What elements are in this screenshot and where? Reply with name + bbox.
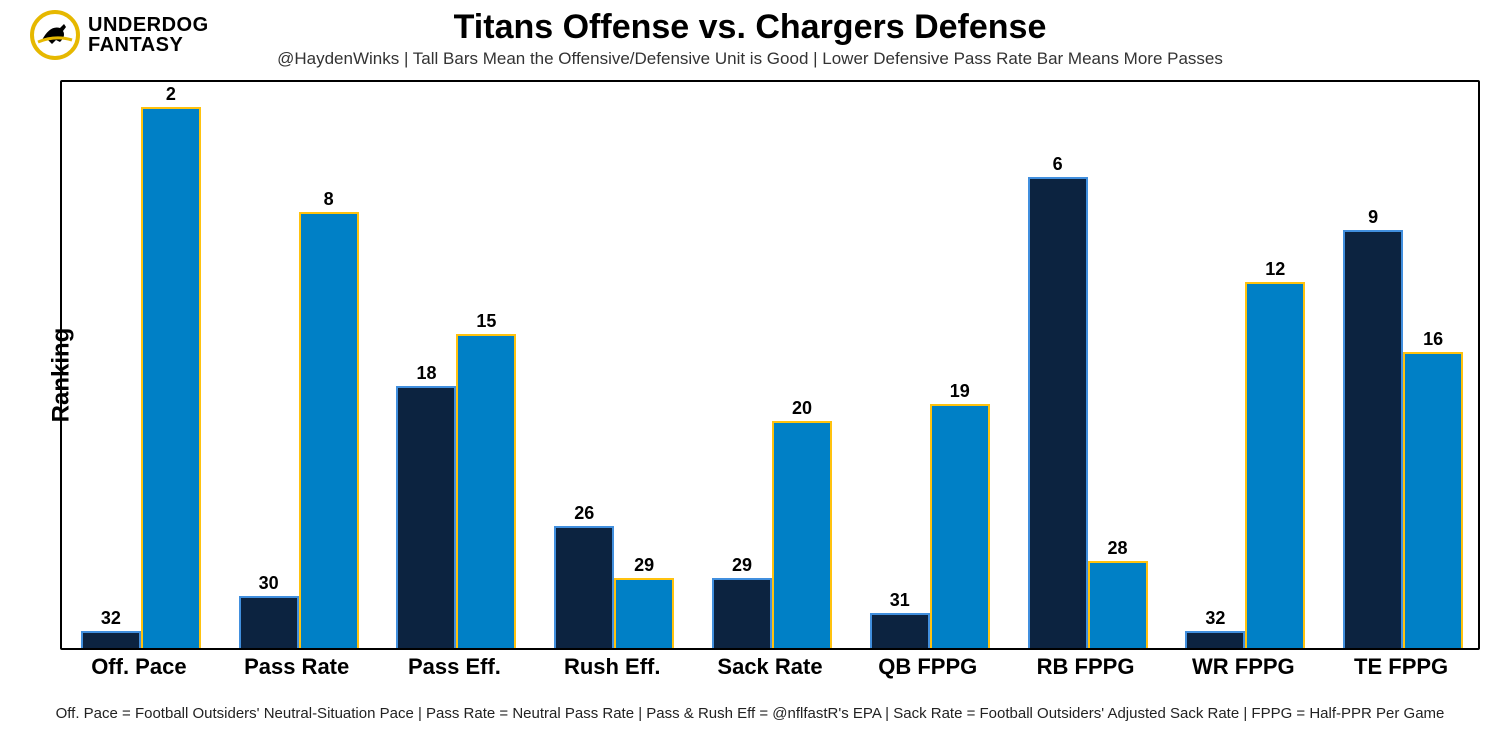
bar-value-label: 19: [930, 381, 990, 402]
chart-title: Titans Offense vs. Chargers Defense: [0, 0, 1500, 47]
bar: [614, 578, 674, 648]
bar-value-label: 9: [1343, 207, 1403, 228]
chart-footnote: Off. Pace = Football Outsiders' Neutral-…: [0, 705, 1500, 722]
x-tick-label: Off. Pace: [91, 654, 186, 680]
bar-value-label: 16: [1403, 329, 1463, 350]
brand-logo: UNDERDOG FANTASY: [30, 10, 209, 60]
bar: [772, 421, 832, 648]
bar: [456, 334, 516, 648]
bar: [1185, 631, 1245, 648]
brand-line1: UNDERDOG: [88, 15, 209, 35]
bar-value-label: 2: [141, 84, 201, 105]
bar-value-label: 29: [712, 555, 772, 576]
x-tick-label: RB FPPG: [1037, 654, 1135, 680]
bar: [930, 404, 990, 648]
x-tick-label: QB FPPG: [878, 654, 977, 680]
x-tick-label: TE FPPG: [1354, 654, 1448, 680]
chart-subtitle: @HaydenWinks | Tall Bars Mean the Offens…: [0, 47, 1500, 69]
bar-value-label: 28: [1088, 538, 1148, 559]
x-tick-label: Rush Eff.: [564, 654, 661, 680]
bar-value-label: 26: [554, 503, 614, 524]
bar: [1343, 230, 1403, 649]
x-tick-label: Pass Eff.: [408, 654, 501, 680]
bar-value-label: 32: [1185, 608, 1245, 629]
brand-line2: FANTASY: [88, 35, 209, 55]
bar: [396, 386, 456, 648]
bar-value-label: 12: [1245, 259, 1305, 280]
x-tick-label: Sack Rate: [717, 654, 822, 680]
bar: [299, 212, 359, 648]
bar-value-label: 20: [772, 398, 832, 419]
underdog-logo-icon: [30, 10, 80, 60]
bar: [554, 526, 614, 648]
bar: [81, 631, 141, 648]
bar-value-label: 29: [614, 555, 674, 576]
bar: [1245, 282, 1305, 648]
bar: [239, 596, 299, 648]
bar: [712, 578, 772, 648]
bar-value-label: 32: [81, 608, 141, 629]
chart-plot-area: 32 2 30 8 18 15 26 29 29 20 31 19 6 28 32 12 9 16: [60, 80, 1480, 650]
x-tick-label: WR FPPG: [1192, 654, 1295, 680]
x-axis: Off. Pace Pass Rate Pass Eff. Rush Eff. Sack…: [60, 652, 1480, 682]
x-tick-label: Pass Rate: [244, 654, 349, 680]
bar: [1028, 177, 1088, 648]
bar: [1088, 561, 1148, 648]
brand-logo-text: UNDERDOG FANTASY: [88, 15, 209, 55]
bar-value-label: 6: [1028, 154, 1088, 175]
bar-value-label: 31: [870, 590, 930, 611]
bar: [141, 107, 201, 648]
bar-value-label: 30: [239, 573, 299, 594]
bar: [1403, 352, 1463, 648]
bar-value-label: 8: [299, 189, 359, 210]
bar-value-label: 18: [396, 363, 456, 384]
bar-value-label: 15: [456, 311, 516, 332]
bar: [870, 613, 930, 648]
